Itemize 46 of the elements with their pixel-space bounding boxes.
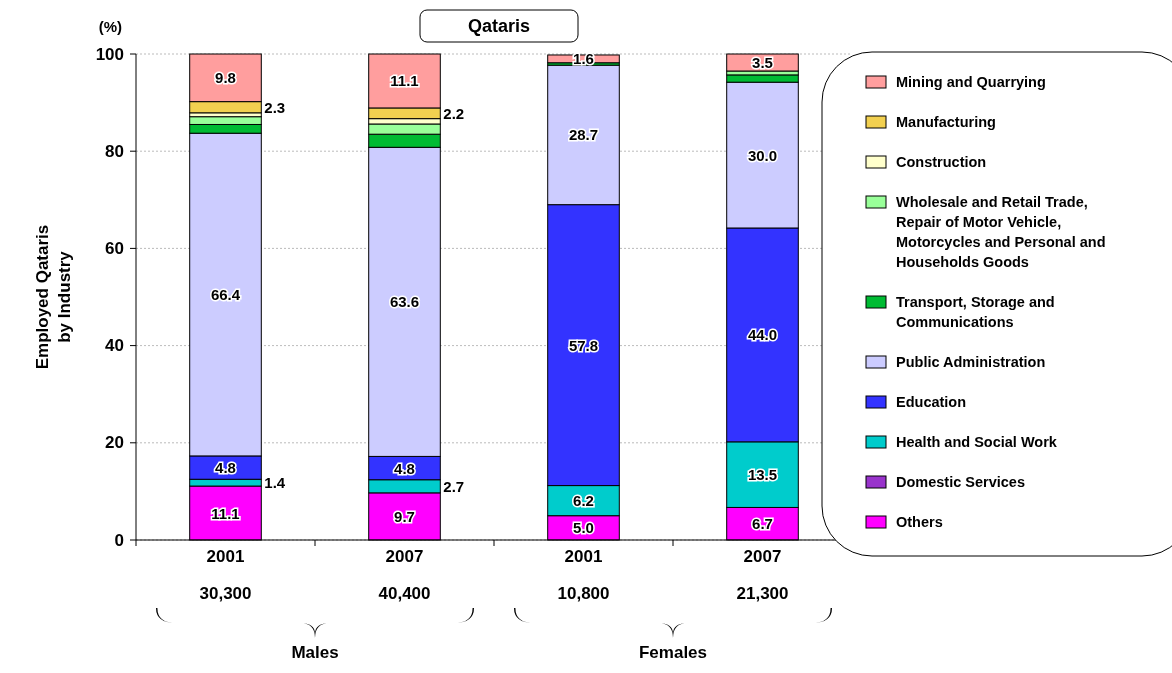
text: Females (638, 643, 708, 662)
legend-label: Education (896, 394, 967, 410)
y-tick-label: 20 (105, 433, 124, 453)
legend-label: Transport, Storage and Communications (896, 294, 1055, 330)
x-tick-label: 2007 21,300 (736, 546, 789, 603)
data-label: 2.7 (443, 477, 465, 495)
y-tick-label: 100 (95, 44, 124, 64)
data-label: 63.6 (389, 293, 420, 311)
x-tick-label: 2001 30,300 (199, 546, 252, 603)
data-label: 6.2 (573, 492, 594, 510)
text: Males (291, 643, 339, 662)
legend-label: Public Administration (896, 354, 1046, 370)
data-label: 57.8 (568, 336, 599, 354)
y-tick-label: 80 (105, 141, 124, 161)
data-label: 3.5 (752, 54, 773, 72)
legend-label: Manufacturing (896, 114, 996, 130)
data-label: 4.8 (394, 459, 415, 477)
legend-label: Others (896, 514, 943, 530)
data-label: 1.4 (264, 474, 286, 492)
text: (%) (98, 18, 122, 35)
y-axis-title: Employed Qataris by Industry (33, 224, 74, 370)
data-label: 2.3 (264, 98, 286, 116)
x-tick-label: 2007 40,400 (378, 546, 431, 603)
data-label: 2.2 (443, 104, 465, 122)
legend-label: Domestic Services (896, 474, 1025, 490)
data-label: 11.1 (390, 72, 419, 90)
legend-label: Construction (896, 154, 987, 170)
data-label: 30.0 (747, 146, 778, 164)
chart-title: Qataris (467, 16, 531, 36)
data-label: 6.7 (752, 515, 773, 533)
legend-label: Wholesale and Retail Trade, Repair of Motor Vehicle, Motorcycles and Personal and Households Goods (896, 194, 1106, 270)
data-label: 4.8 (215, 459, 236, 477)
data-label: 28.7 (568, 126, 599, 144)
data-label: 9.7 (394, 507, 415, 525)
y-tick-label: 40 (105, 336, 124, 356)
data-label: 66.4 (210, 286, 241, 304)
data-label: 5.0 (573, 519, 594, 537)
y-tick-label: 0 (114, 530, 124, 550)
data-label: 9.8 (215, 69, 236, 87)
y-tick-label: 60 (105, 238, 124, 258)
legend-label: Health and Social Work (896, 434, 1058, 450)
data-label: 11.1 (211, 504, 240, 522)
data-label: 13.5 (747, 466, 778, 484)
data-label: 44.0 (747, 326, 778, 344)
legend-label: Mining and Quarrying (896, 74, 1046, 90)
x-tick-label: 2001 10,800 (557, 546, 610, 603)
